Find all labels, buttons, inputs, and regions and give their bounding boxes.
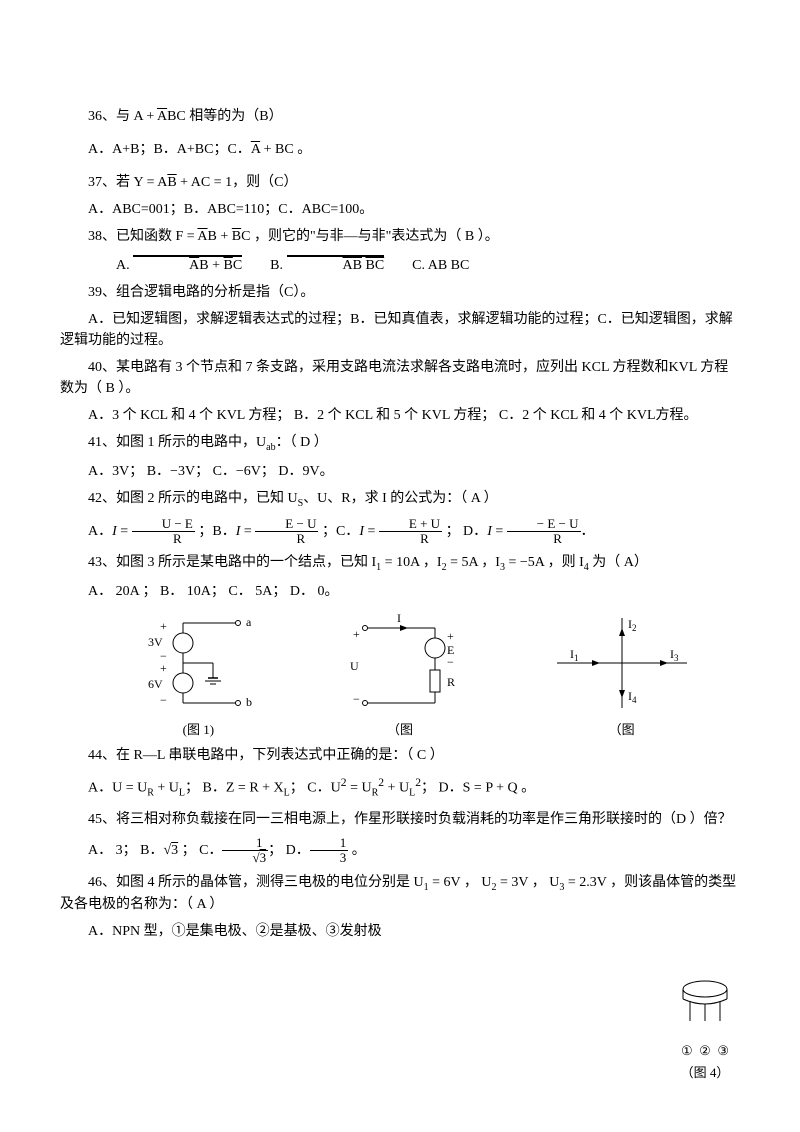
overline: B <box>167 175 176 190</box>
q44-opts: A．U = UR + UL； B．Z = R + XL； C．U2 = UR2 … <box>60 774 740 800</box>
svg-text:a: a <box>246 615 252 629</box>
text: A． <box>88 524 112 539</box>
transistor-pins: ① ② ③ <box>665 1041 745 1061</box>
overline: A <box>157 109 167 124</box>
text: B. <box>270 258 286 273</box>
fraction: E − UR <box>255 517 318 547</box>
text: 37、若 Y = A <box>88 175 167 190</box>
q37-stem: 37、若 Y = AB + AC = 1，则（C） <box>60 172 740 193</box>
svg-text:+: + <box>160 661 167 675</box>
fig1-label: (图 1) <box>138 720 258 740</box>
q43-opts: A． 20A ； B． 10A； C． 5A； D． 0。 <box>60 581 740 602</box>
svg-text:−: − <box>447 655 454 669</box>
q39-stem: 39、组合逻辑电路的分析是指（C）。 <box>60 282 740 303</box>
double-overline: AB BC <box>287 255 385 273</box>
fig1-svg: a b + 3V − + 6V − <box>138 608 258 718</box>
fraction: E + UR <box>379 517 442 547</box>
text: 42、如图 2 所示的电路中，已知 U <box>88 491 298 506</box>
q40-opts: A．3 个 KCL 和 4 个 KVL 方程； B．2 个 KCL 和 5 个 … <box>60 405 740 426</box>
fig4-label: （图 4） <box>665 1063 745 1083</box>
text: C. AB BC <box>412 258 469 273</box>
svg-text:I2: I2 <box>628 617 637 633</box>
q38-stem: 38、已知函数 F = AB + BC ，则它的"与非—与非"表达式为（ B ）… <box>60 226 740 247</box>
q41-opts: A．3V； B．−3V； C．−6V； D．9V。 <box>60 461 740 482</box>
text: ：（ D ） <box>276 435 328 450</box>
text: A．A+B；B．A+BC；C． <box>88 142 251 157</box>
fig2-svg: I + + E − R − U <box>335 608 465 718</box>
svg-text:R: R <box>447 675 455 689</box>
svg-text:−: − <box>160 693 167 707</box>
svg-text:−: − <box>353 692 360 706</box>
q39-opts: A．已知逻辑图，求解逻辑表达式的过程；B．已知真值表，求解逻辑功能的过程；C．已… <box>60 309 740 351</box>
svg-text:I1: I1 <box>570 647 579 663</box>
fraction: 13 <box>310 836 349 866</box>
q45-opts: A． 3； B．√3 ； C．1√3； D．13 。 <box>60 836 740 866</box>
q46-opt: A．NPN 型，①是集电极、②是基极、③发射极 <box>60 921 740 942</box>
text: 、U、R，求 I 的公式为：（ A ） <box>303 491 497 506</box>
text: 相等的为（B） <box>186 109 283 124</box>
fig3-label: （图 <box>542 720 702 740</box>
q40-stem: 40、某电路有 3 个节点和 7 条支路，采用支路电流法求解各支路电流时，应列出… <box>60 357 740 399</box>
page: 36、与 A + ABC 相等的为（B） A．A+B；B．A+BC；C．A + … <box>0 0 800 1132</box>
text: + AC = 1，则（C） <box>177 175 298 190</box>
fig3-svg: I1 I2 I3 I4 <box>542 608 702 718</box>
figure-2: I + + E − R − U （图 <box>335 608 465 740</box>
overline: A <box>251 142 260 157</box>
q45-stem: 45、将三相对称负载接在同一三相电源上，作星形联接时负载消耗的功率是作三角形联接… <box>60 809 740 830</box>
svg-text:I3: I3 <box>670 647 679 663</box>
svg-text:6V: 6V <box>148 677 163 691</box>
text: ；B． <box>198 524 235 539</box>
overline: B <box>232 229 241 244</box>
text: + <box>143 109 157 124</box>
figure-4: ① ② ③ （图 4） <box>665 971 745 1082</box>
text: 43、如图 3 所示是某电路中的一个结点，已知 I <box>88 555 376 570</box>
transistor-svg <box>665 971 745 1041</box>
svg-text:+: + <box>160 619 167 633</box>
fraction: − E − UR <box>507 517 581 547</box>
svg-text:b: b <box>246 695 252 709</box>
svg-text:I: I <box>397 611 401 625</box>
svg-text:3V: 3V <box>148 635 163 649</box>
svg-text:U: U <box>350 659 359 673</box>
svg-text:I4: I4 <box>628 689 637 705</box>
fraction: U − ER <box>132 517 195 547</box>
q42-opts: A．I = U − ER ；B．I = E − UR ；C．I = E + UR… <box>60 517 740 547</box>
text: ； D． <box>446 524 488 539</box>
text: BC <box>167 109 186 124</box>
double-overline: AB + BC <box>133 255 242 273</box>
q43-stem: 43、如图 3 所示是某电路中的一个结点，已知 I1 = 10A ，I2 = 5… <box>60 552 740 575</box>
text: C ，则它的"与非—与非"表达式为（ B ）。 <box>241 229 499 244</box>
text: + BC 。 <box>260 142 311 157</box>
text: 38、已知函数 F = <box>88 229 197 244</box>
figures-row: a b + 3V − + 6V − <box>100 608 740 740</box>
figure-3: I1 I2 I3 I4 （图 <box>542 608 702 740</box>
text: ；C． <box>322 524 359 539</box>
q41-stem: 41、如图 1 所示的电路中，Uab：（ D ） <box>60 432 740 455</box>
overline: A <box>197 229 207 244</box>
q46-stem: 46、如图 4 所示的晶体管，测得三电极的电位分别是 U1 = 6V ， U2 … <box>60 872 740 916</box>
q36-stem: 36、与 A + ABC 相等的为（B） <box>60 106 740 127</box>
text: ． <box>581 524 595 539</box>
q44-stem: 44、在 R—L 串联电路中，下列表达式中正确的是：（ C ） <box>60 745 740 766</box>
subscript: ab <box>266 442 275 453</box>
fig2-label: （图 <box>335 720 465 740</box>
q42-stem: 42、如图 2 所示的电路中，已知 US、U、R，求 I 的公式为：（ A ） <box>60 488 740 511</box>
svg-text:+: + <box>353 627 360 641</box>
text: A <box>134 109 143 124</box>
q36-opts: A．A+B；B．A+BC；C．A + BC 。 <box>60 139 740 160</box>
text: 36、与 <box>88 109 134 124</box>
q37-opts: A．ABC=001；B．ABC=110；C．ABC=100。 <box>60 199 740 220</box>
figure-1: a b + 3V − + 6V − <box>138 608 258 740</box>
fraction: 1√3 <box>222 836 268 866</box>
svg-text:+: + <box>447 629 454 643</box>
text: B + <box>208 229 232 244</box>
q38-opts: A. AB + BC B. AB BC C. AB BC <box>60 255 740 276</box>
text: 41、如图 1 所示的电路中，U <box>88 435 266 450</box>
text: A. <box>116 258 133 273</box>
